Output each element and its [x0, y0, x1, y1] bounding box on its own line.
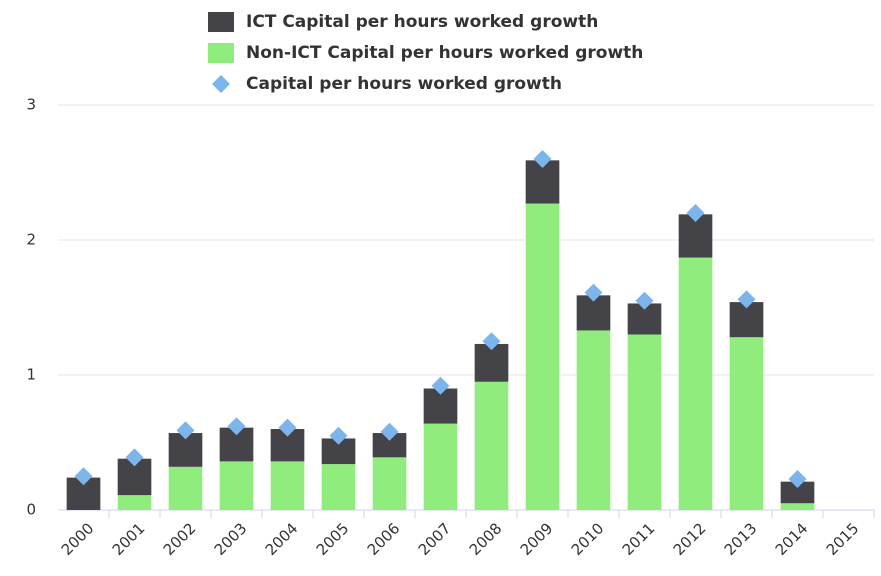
x-tick-label: 2009: [517, 519, 557, 559]
marker: [635, 291, 654, 310]
marker: [431, 376, 450, 395]
bar: [321, 464, 356, 510]
x-tick-label: 2008: [466, 519, 506, 559]
bar: [372, 457, 407, 510]
y-tick-label: 3: [26, 96, 36, 114]
x-tick-label: 2003: [211, 519, 251, 559]
marker: [686, 204, 705, 222]
marker: [380, 422, 399, 441]
marker: [125, 448, 144, 467]
marker: [74, 467, 93, 486]
legend-marker: [212, 75, 230, 93]
bar: [678, 257, 713, 510]
bar: [525, 203, 560, 511]
x-tick-label: 2006: [364, 519, 404, 559]
x-tick-label: 2012: [670, 519, 710, 559]
legend-label: Non-ICT Capital per hours worked growth: [246, 43, 643, 63]
legend-label: Capital per hours worked growth: [246, 74, 562, 94]
y-tick-label: 1: [26, 366, 36, 384]
y-tick-label: 2: [26, 231, 36, 249]
legend-swatch: [208, 12, 234, 32]
x-tick-label: 2004: [262, 519, 302, 559]
x-tick-label: 2014: [772, 519, 812, 559]
x-tick-label: 2013: [721, 519, 761, 559]
marker: [482, 332, 501, 351]
x-tick-label: 2015: [823, 519, 863, 559]
marker: [584, 283, 603, 302]
x-tick-label: 2010: [568, 519, 608, 559]
x-tick-label: 2001: [109, 519, 149, 559]
x-tick-label: 2000: [58, 519, 98, 559]
bar: [270, 461, 305, 510]
marker: [329, 426, 348, 445]
marker: [737, 290, 756, 309]
bar: [117, 495, 152, 510]
bar: [576, 330, 611, 510]
bar: [729, 337, 764, 510]
bar: [168, 466, 203, 510]
bar: [780, 481, 815, 504]
marker: [176, 421, 195, 440]
x-tick-label: 2011: [619, 519, 659, 559]
x-tick-label: 2002: [160, 519, 200, 559]
bar: [219, 461, 254, 510]
x-tick-label: 2005: [313, 519, 353, 559]
legend-label: ICT Capital per hours worked growth: [246, 12, 598, 32]
x-tick-label: 2007: [415, 519, 455, 559]
legend: ICT Capital per hours worked growth Non-I…: [208, 12, 643, 94]
bar: [627, 334, 662, 510]
marker: [278, 418, 297, 437]
bar: [780, 503, 815, 510]
marker: [788, 469, 807, 488]
marker: [227, 417, 246, 436]
marker: [533, 150, 552, 168]
bar: [474, 381, 509, 510]
y-tick-label: 0: [26, 501, 36, 519]
legend-swatch: [208, 43, 234, 63]
bar: [423, 423, 458, 510]
